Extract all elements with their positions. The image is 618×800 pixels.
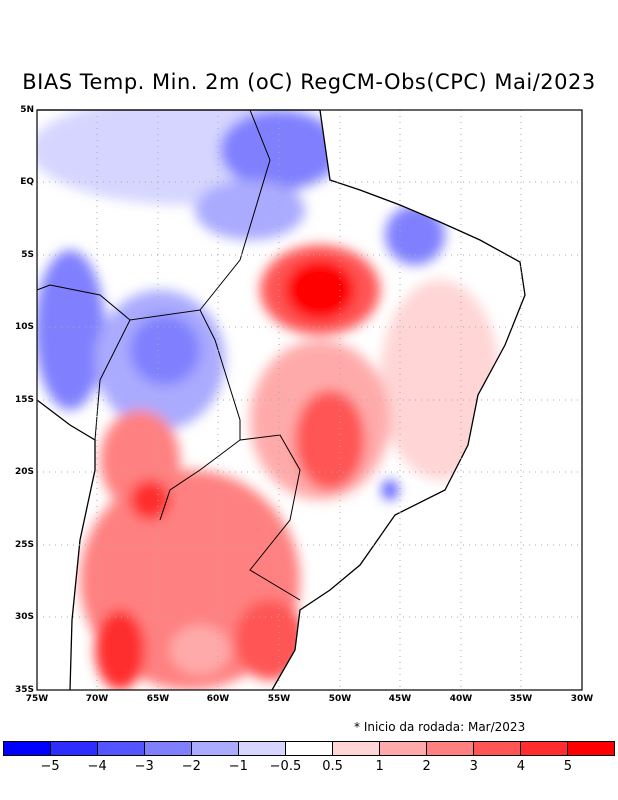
lat-label: 35S [14, 685, 34, 695]
colorbar-swatch [333, 742, 380, 755]
lat-label: 10S [14, 322, 34, 332]
colorbar-swatch [286, 742, 333, 755]
colorbar-label: 2 [422, 759, 431, 774]
colorbar-swatch [427, 742, 474, 755]
colorbar-label: 0.5 [322, 759, 343, 774]
lon-label: 70W [85, 694, 109, 704]
lat-label: 30S [14, 612, 34, 622]
colorbar-swatch [380, 742, 427, 755]
lon-label: 50W [328, 694, 352, 704]
colorbar-swatch [521, 742, 568, 755]
bias-field [37, 110, 525, 690]
colorbar-label: −1 [228, 759, 248, 774]
colorbar-swatch [51, 742, 98, 755]
colorbar-label: 5 [563, 759, 573, 774]
grid [37, 110, 582, 690]
colorbar-label: 4 [516, 759, 525, 774]
colorbar-swatch [192, 742, 239, 755]
coastline [36, 109, 526, 691]
lon-label: 55W [267, 694, 291, 704]
colorbar-label: −4 [87, 759, 107, 774]
lon-label: 60W [206, 694, 230, 704]
colorbar-label: −2 [181, 759, 201, 774]
lat-label: EQ [20, 177, 34, 187]
bias-map [36, 109, 583, 691]
colorbar-swatch [568, 742, 614, 755]
colorbar-swatch [239, 742, 286, 755]
colorbar-label: −5 [40, 759, 60, 774]
lat-label: 5S [21, 250, 34, 260]
lon-label: 35W [509, 694, 533, 704]
colorbar [3, 741, 615, 756]
lon-label: 40W [449, 694, 473, 704]
lat-label: 15S [14, 395, 34, 405]
colorbar-label: 1 [375, 759, 384, 774]
map-title: BIAS Temp. Min. 2m (oC) RegCM-Obs(CPC) M… [22, 70, 596, 94]
lat-label: 25S [14, 540, 34, 550]
country-borders [36, 109, 301, 601]
lon-label: 65W [146, 694, 170, 704]
colorbar-swatch [145, 742, 192, 755]
colorbar-label: −0.5 [269, 759, 302, 774]
colorbar-label: −3 [134, 759, 154, 774]
colorbar-swatch [474, 742, 521, 755]
lon-label: 75W [25, 694, 49, 704]
lat-label: 5N [20, 105, 34, 115]
colorbar-swatch [98, 742, 145, 755]
lon-label: 45W [388, 694, 412, 704]
colorbar-label: 3 [469, 759, 478, 774]
run-start-note: * Inicio da rodada: Mar/2023 [354, 720, 526, 734]
lat-label: 20S [14, 467, 34, 477]
map-frame [36, 109, 583, 691]
colorbar-swatch [4, 742, 51, 755]
lon-label: 30W [570, 694, 594, 704]
